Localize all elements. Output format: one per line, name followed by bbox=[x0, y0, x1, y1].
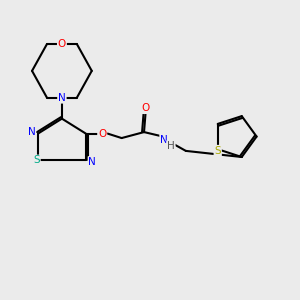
Text: N: N bbox=[58, 93, 66, 103]
Text: N: N bbox=[28, 127, 35, 137]
Text: O: O bbox=[98, 129, 106, 139]
Text: H: H bbox=[167, 141, 175, 151]
Text: O: O bbox=[141, 103, 150, 113]
Text: N: N bbox=[160, 134, 168, 145]
Text: O: O bbox=[58, 39, 66, 49]
Text: S: S bbox=[33, 155, 40, 166]
Text: S: S bbox=[214, 146, 221, 156]
Text: N: N bbox=[88, 157, 96, 167]
